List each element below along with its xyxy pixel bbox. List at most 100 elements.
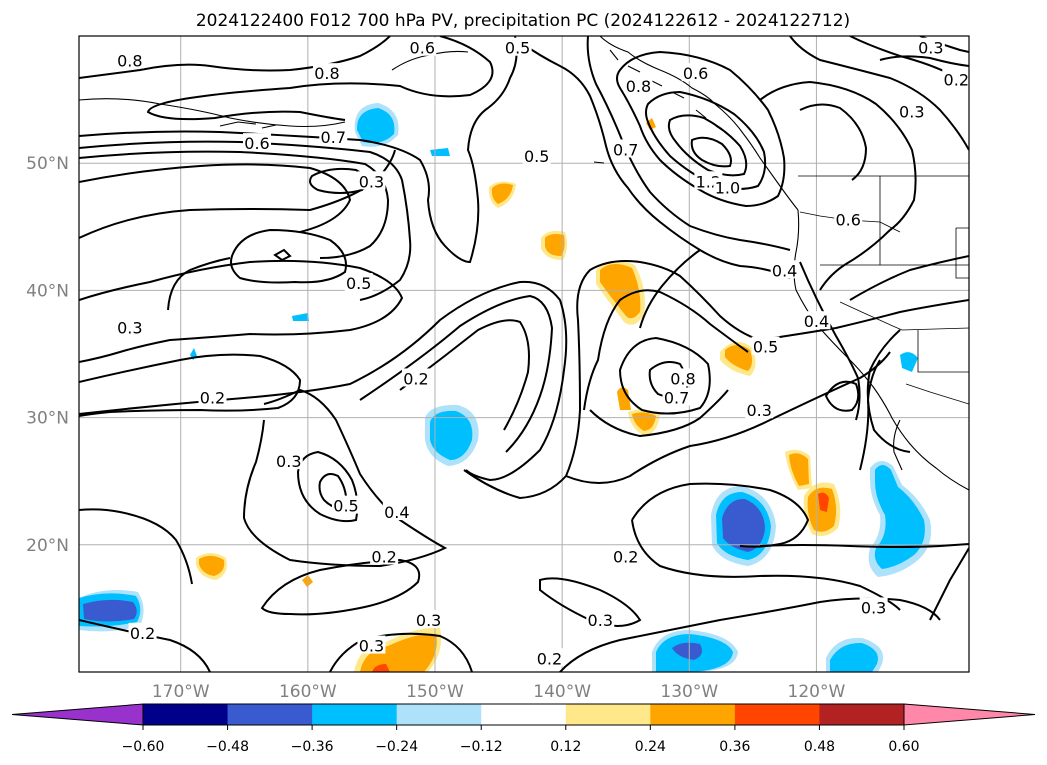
colorbar-segment: [819, 704, 905, 725]
contour-label-bg: [408, 37, 437, 56]
contour-label-text: 0.2: [130, 624, 155, 643]
contour-label-bg: [916, 37, 945, 56]
lon-tick-label: 140°W: [533, 682, 591, 702]
pv-contour: [799, 261, 861, 421]
pv-contour: [167, 257, 231, 311]
contour-label: 0.3: [859, 597, 888, 617]
colorbar-extend-low: [11, 703, 144, 726]
lon-tick-label: 120°W: [788, 682, 846, 702]
pv-contour: [849, 255, 969, 301]
contour-label-text: 0.5: [505, 39, 530, 58]
pv-contour: [819, 229, 891, 291]
shade-positive: [789, 453, 809, 486]
contour-label-bg: [370, 546, 399, 565]
shade-positive: [372, 664, 390, 672]
colorbar-tick-labels: −0.60 −0.48 −0.36 −0.24 −0.12 0.12 0.24 0.36 0.4…: [122, 725, 920, 755]
colorbar-segment: [143, 704, 229, 725]
colorbar: [11, 703, 1036, 726]
contour-label-text: 0.8: [626, 77, 651, 96]
map-area: 0.80.80.6 0.70.6 0.50.50.30.50.30.20.20.30…: [79, 36, 969, 672]
contour-label: 0.3: [414, 610, 443, 630]
shade-positive: [725, 345, 753, 371]
contour-label-bg: [128, 622, 157, 641]
contour-label: 0.2: [611, 546, 640, 567]
shade-negative: [356, 108, 395, 143]
contour-label-bg: [522, 145, 551, 164]
shade-positive: [491, 183, 513, 204]
contour-label: 0.5: [751, 336, 780, 357]
colorbar-segment: [227, 704, 313, 725]
contour-label: 0.8: [668, 368, 697, 388]
shade-positive: [199, 555, 225, 576]
shade-positive: [360, 633, 437, 672]
shade-negative: [722, 498, 765, 552]
contour-label-bg: [344, 273, 373, 292]
contour-label: 0.5: [503, 37, 532, 58]
shade-positive: [818, 492, 829, 512]
lon-tick-label: 130°W: [660, 682, 718, 702]
pv-contour: [690, 136, 732, 168]
contour-label-text: 0.7: [664, 389, 689, 408]
contour-label-text: 0.6: [410, 39, 435, 58]
colorbar-tick-label: 0.12: [550, 739, 581, 755]
contour-label: 0.2: [942, 69, 969, 90]
pv-contour: [273, 248, 292, 262]
contour-label-bg: [662, 387, 691, 406]
colorbar-tick-label: −0.60: [122, 739, 165, 755]
contour-label-text: 0.8: [117, 51, 142, 70]
lat-tick-label: 20°N: [26, 536, 69, 556]
contour-label: 0.3: [586, 610, 615, 630]
shade-positive: [600, 263, 641, 319]
contour-label-text: 0.8: [314, 64, 339, 83]
pv-contour: [230, 228, 347, 284]
contour-label: 0.2: [535, 648, 564, 668]
contour-label-text: 0.7: [613, 140, 638, 159]
contour-label-text: 0.2: [200, 389, 225, 408]
pv-contour: [559, 597, 941, 672]
contour-label-text: 0.6: [683, 64, 708, 83]
pv-contour: [79, 36, 518, 264]
contour-label-bg: [115, 317, 144, 336]
contour-label-bg: [414, 610, 443, 629]
contour-label-text: 0.3: [918, 39, 943, 58]
contour-label: 0.6: [243, 133, 271, 153]
pv-contour: [329, 632, 473, 672]
pv-contour: [79, 619, 211, 672]
colorbar-extend-high: [903, 703, 1036, 726]
shade-negative: [83, 599, 137, 622]
shade-positive: [617, 387, 631, 410]
contour-label: 0.6: [834, 209, 863, 229]
pv-contour: [759, 80, 917, 231]
colorbar-tick-label: 0.36: [719, 739, 750, 755]
colorbar-tick-label: −0.24: [375, 739, 418, 755]
contour-label-bg: [401, 368, 430, 387]
contour-label-bg: [713, 177, 742, 196]
contour-label-bg: [382, 502, 411, 520]
lat-tick-label: 30°N: [26, 409, 69, 429]
contour-label-text: 0.4: [804, 312, 829, 331]
contour-label-text: 0.3: [359, 172, 384, 191]
contour-label-text: 0.2: [944, 71, 969, 90]
pv-contour: [79, 353, 302, 417]
contour-label-bg: [611, 139, 640, 158]
contour-label-text: 0.5: [753, 338, 778, 357]
contour-label-text: 0.3: [899, 102, 924, 121]
pv-contour: [616, 50, 786, 208]
contour-label-bg: [357, 635, 386, 654]
contour-label-bg: [668, 368, 697, 387]
pv-contour: [565, 351, 891, 484]
pv-contour: [759, 299, 969, 341]
contour-label: 0.7: [611, 139, 640, 159]
contour-label-text: 0.4: [384, 503, 409, 522]
contour-label-bg: [535, 648, 564, 667]
pv-contour: [359, 294, 554, 453]
shade-negative: [830, 642, 878, 672]
contour-label-text: 0.3: [746, 401, 771, 420]
pv-contour: [824, 380, 860, 412]
pv-contour: [879, 55, 969, 67]
contour-label-text: 0.5: [333, 497, 358, 516]
pv-contour: [79, 259, 404, 363]
lat-tick-label: 40°N: [26, 281, 69, 301]
map-frame: [78, 35, 970, 673]
